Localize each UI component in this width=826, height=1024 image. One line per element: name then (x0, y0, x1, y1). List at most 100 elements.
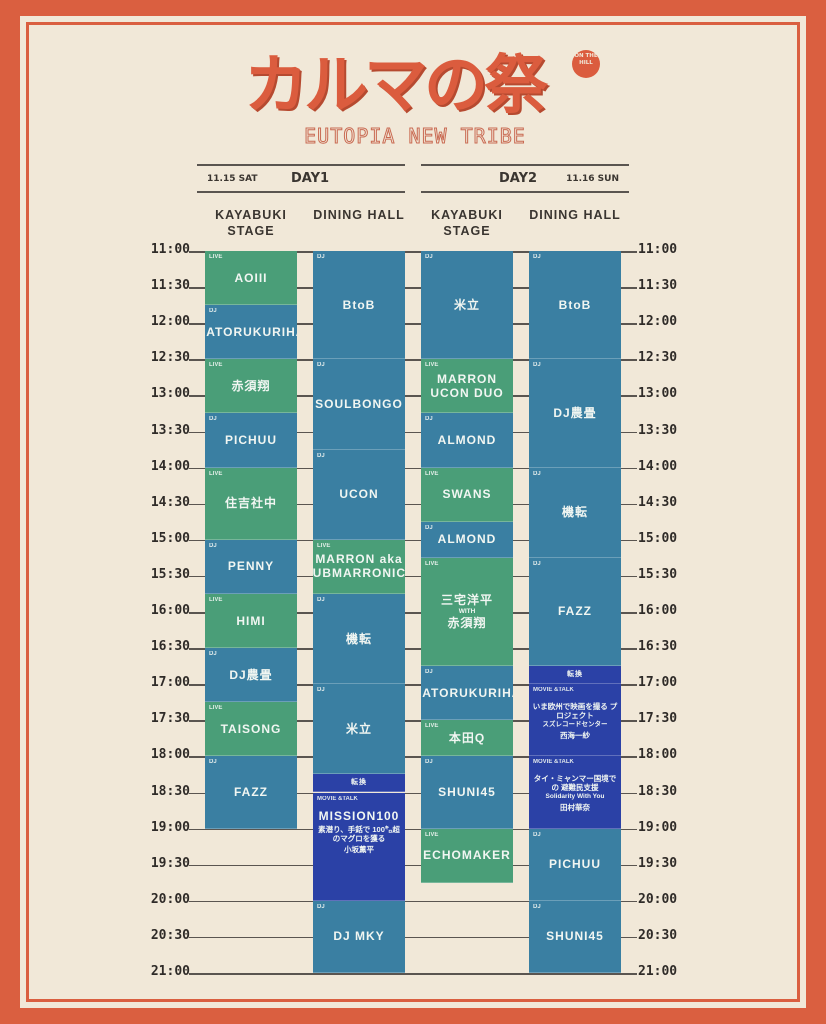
slot-type-tag: DJ (317, 254, 325, 260)
tick-mark (629, 612, 637, 614)
dj-slot[interactable]: DJ RATORUKURIHA (421, 666, 513, 721)
slot-type-tag: DJ (317, 452, 325, 459)
poster-inner-border (26, 22, 800, 1002)
change-slot[interactable]: 転換 (313, 774, 405, 793)
change-slot[interactable]: 転換 (529, 666, 621, 685)
live-slot[interactable]: LIVE SWANS (421, 467, 513, 522)
slot-person: 西海一紗 (560, 731, 590, 741)
slot-name: PICHUU (548, 857, 601, 872)
dj-slot[interactable]: DJ ALMOND (421, 413, 513, 468)
tick-mark (629, 395, 637, 397)
grid-line (197, 864, 629, 867)
logo-subtitle: EUTOPIA NEW TRIBE (304, 124, 526, 149)
slot-type-tag: DJ (425, 416, 433, 423)
movie-slot[interactable]: MOVIE &TALK いま欧州で映画を撮る プロジェクト スズレコードセンター 西海… (529, 684, 621, 757)
grid-line (197, 395, 629, 397)
dj-slot[interactable]: DJ UCON (313, 449, 405, 540)
live-slot[interactable]: LIVE 本田Q (421, 720, 513, 757)
dj-slot[interactable]: DJ FAZZ (205, 756, 297, 829)
live-slot[interactable]: LIVE HIMI (205, 593, 297, 649)
time-label-left: 13:00 (150, 386, 190, 402)
dj-slot[interactable]: DJ DJ農畳 (529, 359, 621, 468)
slot-name: SWANS (442, 487, 492, 502)
tick-mark (189, 864, 197, 867)
live-slot[interactable]: LIVE ECHOMAKER (421, 828, 513, 883)
time-label-left: 14:00 (150, 458, 190, 474)
slot-name: DJ農畳 (229, 667, 273, 682)
movie-slot[interactable]: MOVIE &TALK タイ・ミャンマー国境での 避難民支援 Solidarity … (529, 756, 621, 829)
dj-slot[interactable]: DJ 機転 (529, 467, 621, 558)
poster-frame (20, 16, 806, 1008)
dj-slot[interactable]: DJ FAZZ (529, 557, 621, 667)
slot-name: MARRON aka DUBMARRONICS (313, 552, 405, 581)
grid-line (197, 900, 629, 903)
live-slot[interactable]: LIVE TAISONG (205, 702, 297, 757)
tick-mark (629, 936, 637, 939)
grid-line (197, 287, 629, 289)
live-slot[interactable]: LIVE 三宅洋平 WITH 赤須翔 (421, 557, 513, 667)
dj-slot[interactable]: DJ SHUNI45 (529, 900, 621, 973)
slot-type-tag: LIVE (425, 831, 439, 838)
dj-slot[interactable]: DJ SOULBONGO (313, 359, 405, 450)
dj-slot[interactable]: DJ BtoB (529, 251, 621, 360)
dj-slot[interactable]: DJ PENNY (205, 539, 297, 594)
dj-slot[interactable]: DJ ALMOND (421, 521, 513, 558)
dj-slot[interactable]: DJ SHUNI45 (421, 756, 513, 829)
day1-label: DAY1 (291, 171, 330, 186)
slot-name: TAISONG (220, 721, 282, 736)
time-label-right: 12:30 (638, 350, 678, 366)
slot-type-tag: LIVE (209, 254, 223, 260)
dj-slot[interactable]: DJ RATORUKURIHA (205, 305, 297, 360)
time-label-left: 11:00 (150, 242, 190, 257)
grid-line (197, 575, 629, 578)
dj-slot[interactable]: DJ BtoB (313, 251, 405, 360)
grid-line (197, 431, 629, 433)
time-label-right: 13:30 (638, 422, 678, 438)
slot-type-tag: LIVE (317, 542, 331, 549)
slot-name: 赤須翔 (231, 378, 271, 393)
tick-mark (629, 431, 637, 433)
dj-slot[interactable]: DJ 機転 (313, 593, 405, 685)
slot-type-tag: DJ (209, 542, 217, 549)
slot-name: ALMOND (437, 433, 497, 447)
grid-line (197, 792, 629, 794)
time-label-right: 17:30 (638, 711, 678, 727)
slot-type-tag: MOVIE &TALK (533, 759, 574, 766)
dj-slot[interactable]: DJ DJ MKY (313, 900, 405, 973)
slot-name: AOIII (234, 270, 268, 285)
slot-type-tag: DJ (533, 254, 541, 260)
dj-slot[interactable]: DJ 米立 (313, 684, 405, 775)
slot-type-tag: DJ (533, 362, 541, 369)
live-slot[interactable]: LIVE MARRON aka DUBMARRONICS (313, 539, 405, 594)
slot-type-tag: DJ (317, 903, 325, 910)
movie-slot[interactable]: MOVIE &TALK MISSION100 素潜り、手銛で 100㌔超のマグロを獲… (313, 792, 405, 901)
slot-type-tag: DJ (425, 759, 433, 766)
time-label-left: 16:30 (150, 639, 190, 655)
slot-name: FAZZ (234, 784, 268, 799)
live-slot[interactable]: LIVE 赤須翔 (205, 359, 297, 414)
grid-line (197, 503, 629, 506)
live-slot[interactable]: LIVE 住吉社中 (205, 467, 297, 540)
tick-mark (189, 287, 197, 289)
live-slot[interactable]: LIVE AOIII (205, 251, 297, 306)
time-label-left: 17:30 (150, 711, 190, 727)
grid-line (197, 648, 629, 650)
slot-type-tag: DJ (425, 669, 433, 676)
dj-slot[interactable]: DJ DJ農畳 (205, 648, 297, 703)
slot-type-tag: DJ (209, 759, 217, 766)
tick-mark (189, 828, 197, 831)
time-label-left: 14:30 (150, 494, 190, 510)
dj-slot[interactable]: DJ PICHUU (529, 828, 621, 901)
dj-slot[interactable]: DJ PICHUU (205, 413, 297, 468)
time-label-left: 20:00 (150, 891, 190, 907)
dj-slot[interactable]: DJ 米立 (421, 251, 513, 360)
time-label-right: 16:00 (638, 603, 678, 618)
tick-mark (629, 828, 637, 831)
tick-mark (189, 323, 197, 325)
time-label-left: 12:30 (150, 350, 190, 366)
grid-line (197, 936, 629, 939)
live-slot[interactable]: LIVE MARRON UCON DUO (421, 359, 513, 414)
slot-name: SHUNI45 (438, 784, 496, 799)
time-label-left: 19:30 (150, 855, 190, 871)
slot-type-tag: LIVE (209, 470, 223, 477)
